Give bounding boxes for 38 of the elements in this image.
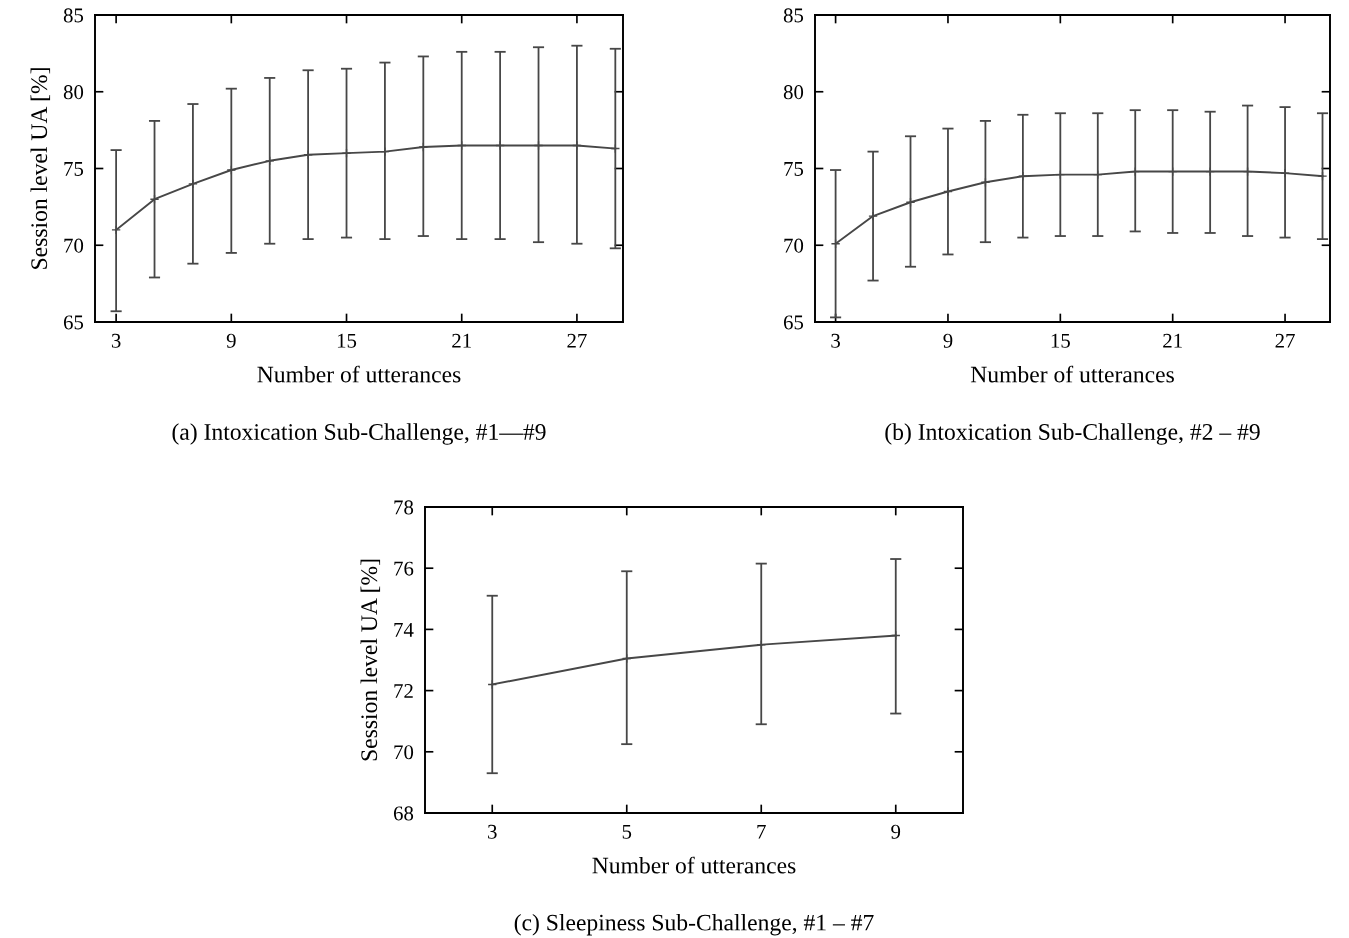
y-tick-label: 85 bbox=[63, 8, 84, 23]
y-tick-label: 70 bbox=[784, 238, 804, 253]
x-tick-label: 27 bbox=[1275, 333, 1295, 348]
x-tick-label: 3 bbox=[831, 333, 840, 348]
text: (a) Intoxication Sub-Challenge, #1—#9 bbox=[172, 423, 546, 445]
text: (c) Sleepiness Sub-Challenge, #1 – #7 bbox=[514, 913, 874, 936]
x-axis-title: Number of utterances bbox=[970, 365, 1174, 383]
x-tick-label: 3 bbox=[111, 333, 121, 348]
y-tick-label: 65 bbox=[63, 315, 84, 330]
y-tick-label: 72 bbox=[394, 684, 413, 698]
y-tick-label: 65 bbox=[783, 315, 804, 330]
y-tick-label: 78 bbox=[394, 500, 414, 515]
x-axis-title: Number of utterances bbox=[257, 365, 461, 383]
y-tick-label: 68 bbox=[393, 806, 414, 821]
x-tick-label: 15 bbox=[337, 333, 357, 348]
y-tick-label: 75 bbox=[64, 162, 84, 176]
y-tick-label: 70 bbox=[394, 745, 414, 760]
x-tick-label: 7 bbox=[757, 824, 766, 839]
x-tick-label: 5 bbox=[622, 824, 632, 839]
x-tick-label: 9 bbox=[891, 824, 901, 839]
x-tick-label: 27 bbox=[567, 333, 587, 348]
x-tick-label: 9 bbox=[226, 333, 236, 348]
y-tick-label: 74 bbox=[394, 622, 414, 637]
y-tick-label: 70 bbox=[64, 238, 84, 253]
y-tick-label: 75 bbox=[784, 162, 804, 176]
text: (b) Intoxication Sub-Challenge, #2 – #9 bbox=[885, 423, 1260, 445]
x-axis-title: Number of utterances bbox=[592, 856, 796, 874]
y-axis-title: Session level UA [%] bbox=[360, 559, 381, 761]
x-tick-label: 9 bbox=[943, 333, 953, 348]
x-tick-label: 15 bbox=[1051, 333, 1070, 348]
y-tick-label: 80 bbox=[783, 85, 804, 100]
x-tick-label: 3 bbox=[488, 824, 497, 839]
x-tick-label: 21 bbox=[1163, 333, 1182, 348]
y-tick-label: 80 bbox=[63, 85, 84, 100]
y-tick-label: 76 bbox=[394, 561, 414, 576]
y-tick-label: 85 bbox=[783, 8, 804, 23]
x-tick-label: 21 bbox=[452, 333, 471, 348]
y-axis-title: Session level UA [%] bbox=[30, 68, 51, 269]
